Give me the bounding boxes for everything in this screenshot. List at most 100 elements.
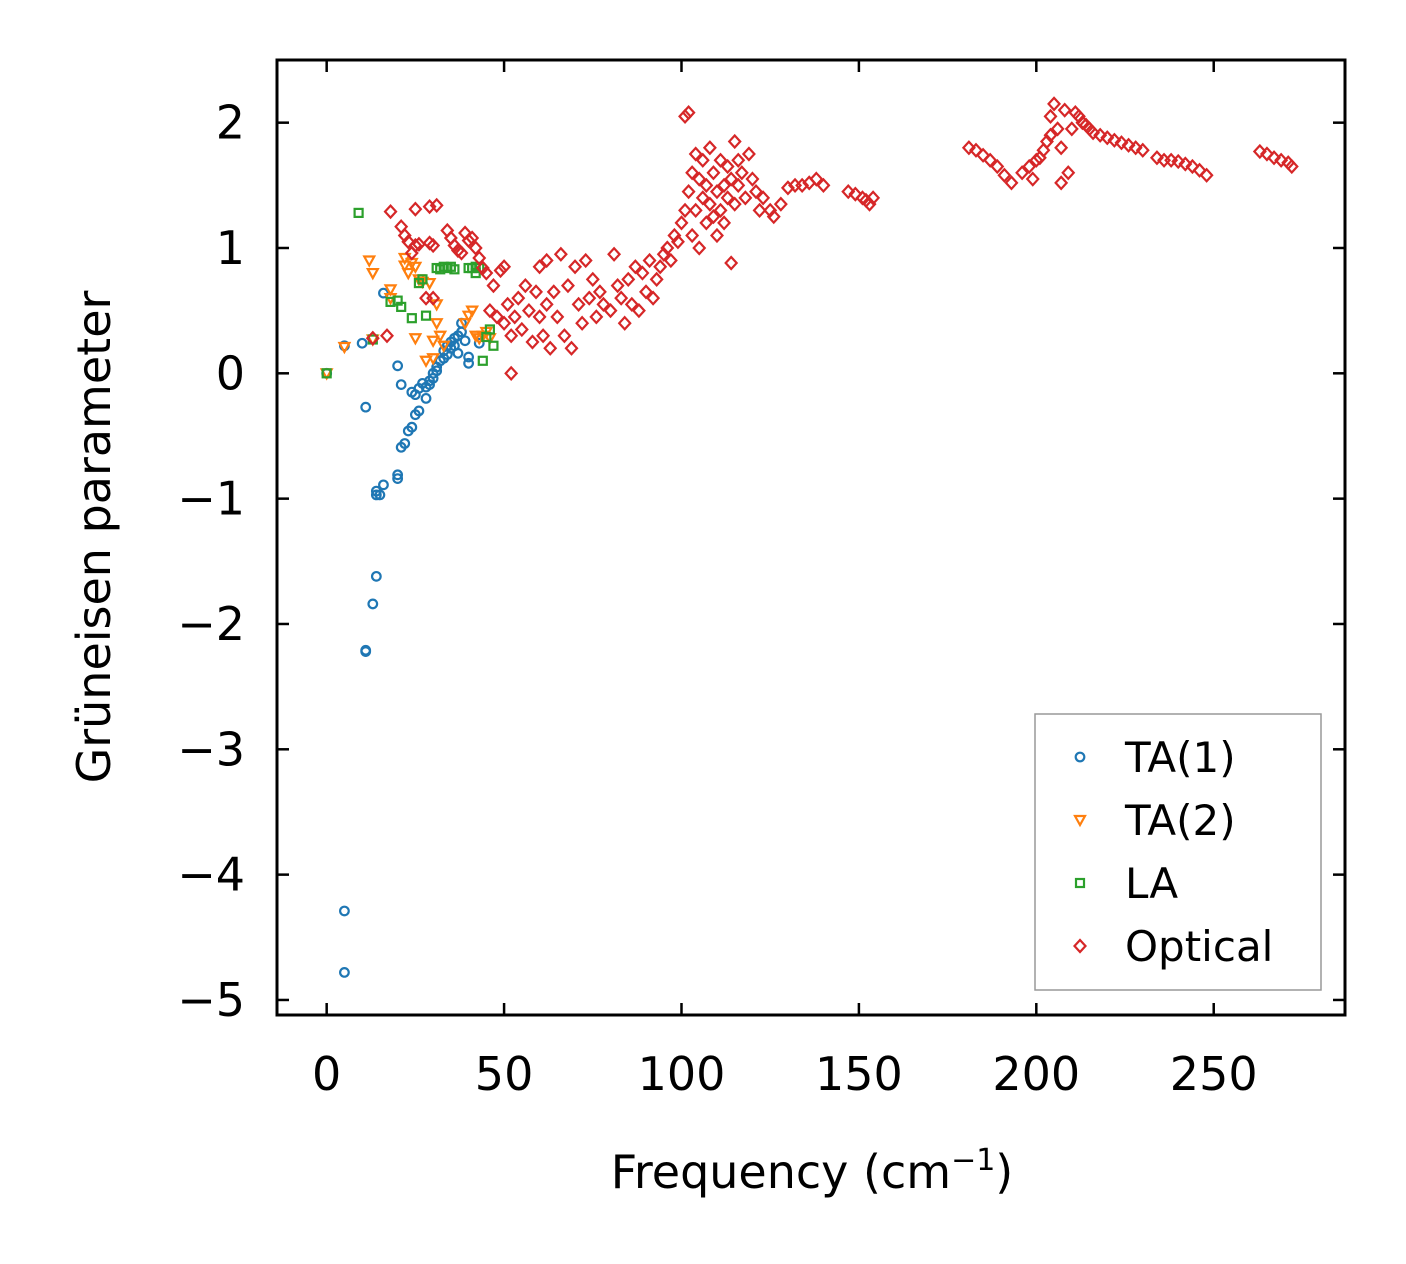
data-point-ta-1 [339,905,350,917]
y-tick-label: 0 [216,346,245,400]
data-point-optical [521,303,536,319]
data-point-optical [1022,158,1037,175]
data-point-ta-1 [463,351,475,363]
data-point-optical [1114,135,1129,151]
data-point-optical [1267,150,1282,166]
legend-label-la: LA [1125,859,1178,908]
data-point-optical [589,309,604,325]
data-point-ta-1 [431,365,443,377]
data-point-optical [809,171,824,187]
data-point-ta-2 [436,340,451,354]
data-point-optical [674,215,689,231]
data-point-ta-2 [429,318,444,331]
data-point-optical [1107,132,1122,148]
data-point-optical [504,365,519,381]
data-point-optical [1057,102,1072,118]
data-point-ta-1 [399,438,411,449]
data-point-optical [1047,96,1062,112]
data-point-optical [479,265,494,281]
data-point-optical [564,340,579,356]
data-point-optical [536,328,551,344]
data-point-optical [639,284,654,300]
data-point-optical [766,209,781,225]
data-point-ta-1 [463,357,475,369]
data-point-optical [426,290,441,306]
data-point-optical [731,177,746,193]
data-point-la [396,301,407,312]
data-point-optical [518,277,533,294]
data-point-optical [621,271,636,287]
data-point-ta-1 [367,598,379,610]
data-point-la [321,368,332,379]
data-point-ta-1 [374,489,386,501]
data-point-optical [756,190,771,206]
data-point-optical [720,158,735,175]
data-point-optical [472,250,487,266]
y-tick-label: −5 [177,973,245,1027]
data-point-ta-2 [433,330,448,343]
data-point-optical [1025,171,1040,187]
data-point-la [449,264,460,275]
data-point-optical [997,167,1012,183]
data-point-la [353,207,364,219]
data-point-optical [1093,127,1108,143]
data-point-ta-1 [339,966,350,978]
data-point-optical [695,190,710,206]
x-axis-label-superscript: −1 [951,1143,995,1178]
data-point-optical [1149,150,1164,166]
data-point-optical [816,177,831,193]
data-point-optical [482,303,497,319]
data-point-optical [614,290,629,306]
data-point-optical [489,309,504,325]
data-point-ta-2 [362,255,377,268]
data-point-optical [724,255,739,271]
data-point-optical [397,227,412,244]
data-point-optical [741,146,756,162]
data-point-optical [681,105,696,121]
data-point-optical [738,190,753,206]
y-tick-label: 2 [216,96,245,150]
data-point-optical [504,328,519,344]
data-point-optical [486,277,501,294]
data-point-optical [713,152,728,168]
data-point-optical [568,259,583,275]
legend-marker-ta-1 [1074,751,1086,763]
data-point-ta-2 [426,335,440,348]
data-point-optical [713,202,728,219]
legend: TA(1) TA(2) LA Optical [1034,713,1322,991]
data-point-optical [727,133,742,150]
data-point-optical [497,315,512,331]
data-point-optical [1178,156,1193,172]
x-tick-label: 0 [312,1047,341,1101]
data-point-optical [507,309,522,325]
data-point-optical [1252,143,1267,160]
data-point-optical [702,196,717,212]
y-tick-label: −3 [177,722,245,776]
data-point-optical [841,183,856,200]
data-point-la [484,324,495,335]
data-point-optical [749,183,763,200]
data-point-optical [663,252,678,269]
data-point-optical [493,262,508,279]
data-point-optical [702,140,717,156]
y-tick-label: −1 [177,472,245,526]
data-point-ta-1 [459,335,471,347]
data-point-ta-2 [365,267,380,281]
data-point-optical [699,177,714,193]
data-point-ta-1 [370,489,382,501]
x-tick-label: 50 [475,1047,534,1101]
data-point-optical [1259,146,1274,162]
data-point-optical [401,234,416,250]
data-point-ta-1 [473,337,485,349]
data-point-optical [706,209,721,225]
data-point-optical [717,215,732,231]
data-point-optical [532,259,547,275]
data-point-optical [1071,108,1086,125]
x-tick-label: 250 [1170,1047,1258,1101]
legend-marker-optical [1073,938,1087,954]
data-point-optical [1004,175,1019,191]
data-point-ta-2 [383,284,398,297]
data-point-optical [419,290,434,306]
data-point-optical [500,296,515,313]
data-point-optical [1043,108,1058,125]
